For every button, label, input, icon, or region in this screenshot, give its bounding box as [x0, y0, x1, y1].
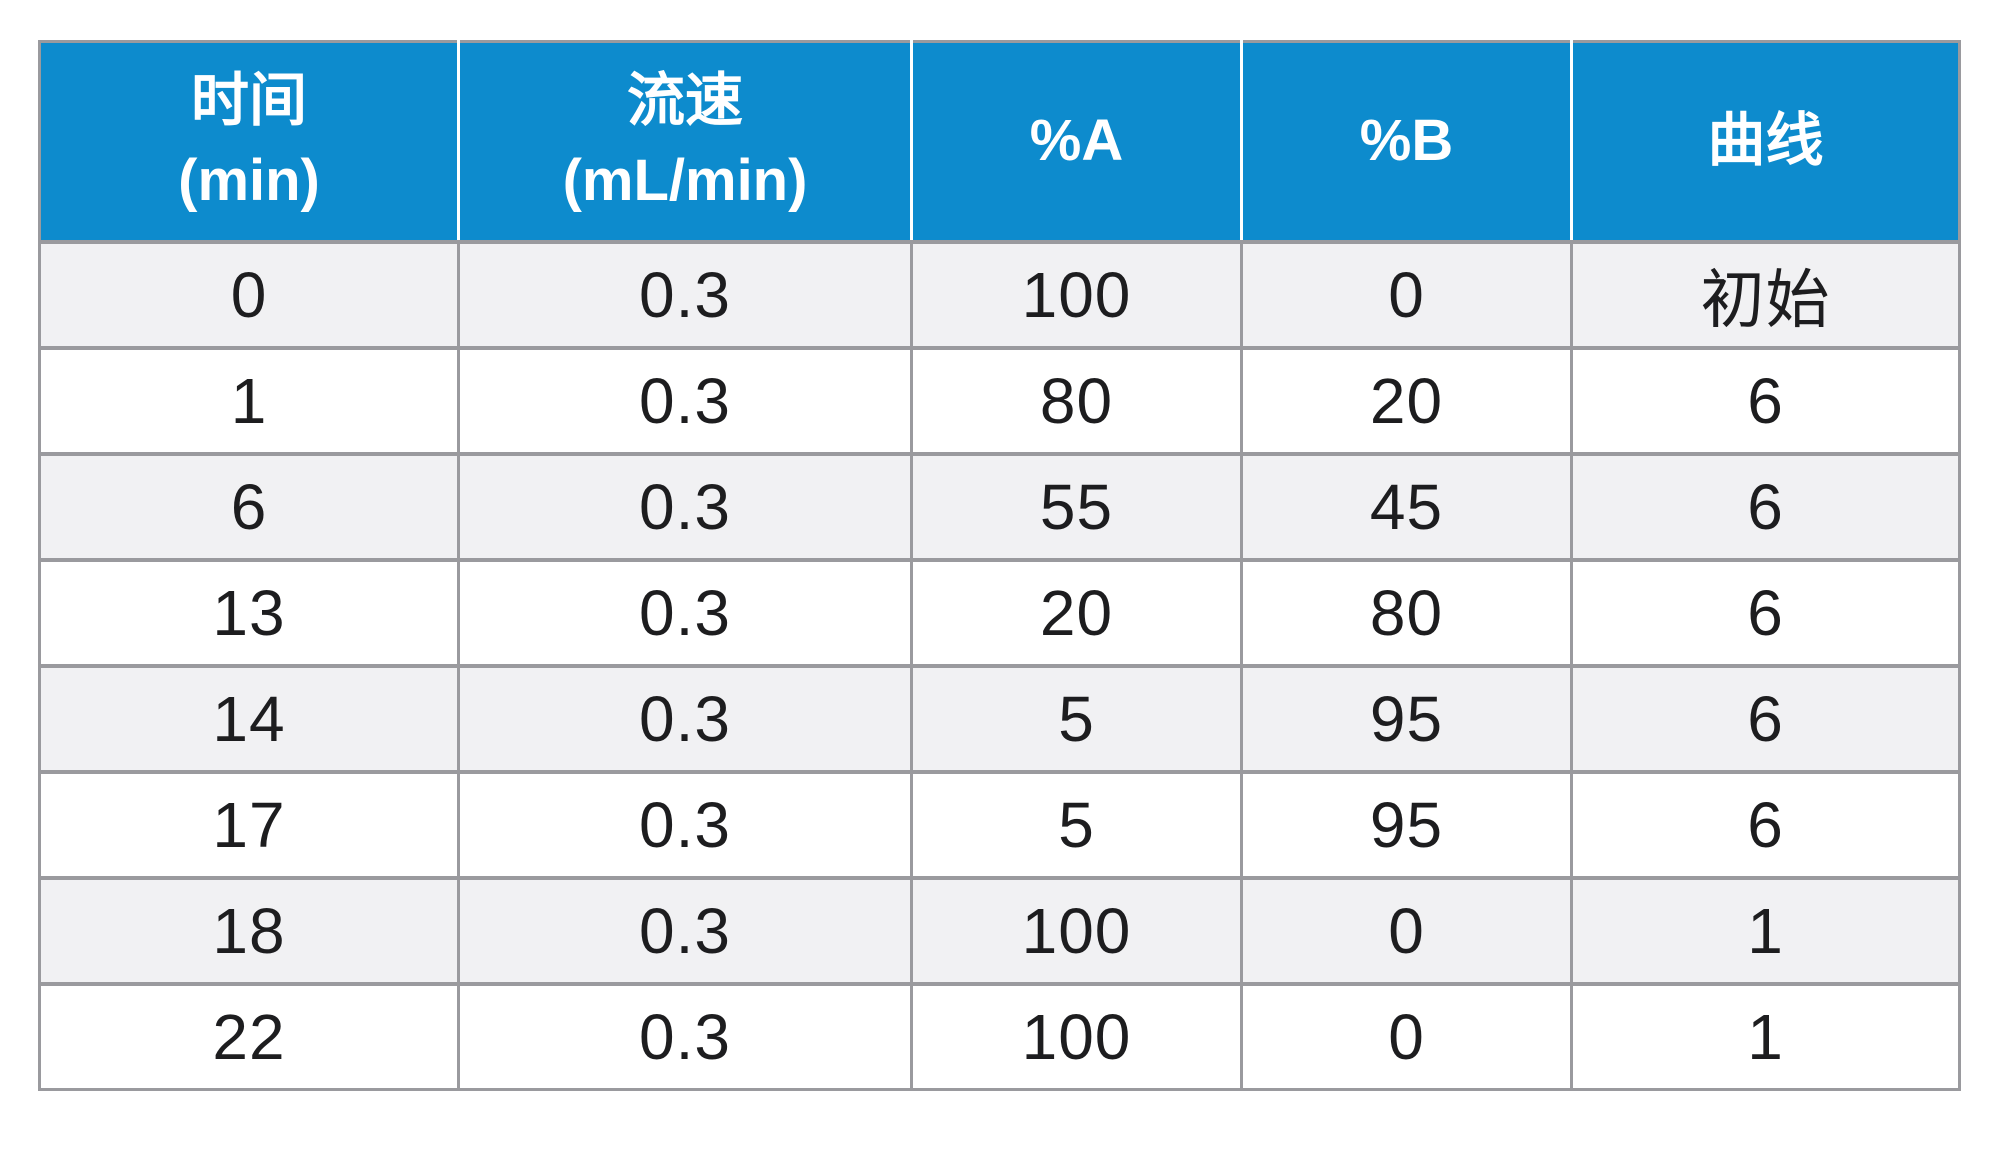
cell-time: 6: [39, 451, 459, 560]
cell-curve: 6: [1570, 451, 1960, 560]
cell-curve: 6: [1570, 557, 1960, 666]
cell-percent-b: 0: [1240, 981, 1572, 1090]
header-flow-rate-label: 流速: [626, 68, 743, 134]
cell-time: 1: [39, 345, 459, 454]
cell-flow-rate: 0.3: [457, 769, 912, 878]
cell-percent-a: 80: [910, 345, 1242, 454]
cell-percent-a: 20: [910, 557, 1242, 666]
table-body: 0 0.3 100 0 初始 1 0.3 80 20 6 6 0.3 55 45…: [39, 241, 1960, 1090]
table-header: 时间 (min) 流速 (mL/min) %A %B 曲线: [39, 41, 1960, 244]
cell-percent-a: 100: [910, 981, 1242, 1090]
cell-percent-a: 100: [910, 241, 1242, 348]
cell-time: 17: [39, 769, 459, 878]
header-cell-flow-rate: 流速 (mL/min): [457, 41, 912, 244]
cell-curve: 1: [1570, 981, 1960, 1090]
cell-percent-b: 95: [1240, 769, 1572, 878]
cell-percent-b: 0: [1240, 875, 1572, 984]
cell-curve: 6: [1570, 663, 1960, 772]
table-row: 18 0.3 100 0 1: [39, 875, 1960, 984]
header-row: 时间 (min) 流速 (mL/min) %A %B 曲线: [39, 41, 1960, 244]
table-row: 17 0.3 5 95 6: [39, 769, 1960, 878]
cell-time: 22: [39, 981, 459, 1090]
cell-flow-rate: 0.3: [457, 875, 912, 984]
cell-flow-rate: 0.3: [457, 345, 912, 454]
header-cell-percent-b: %B: [1240, 41, 1572, 244]
cell-flow-rate: 0.3: [457, 981, 912, 1090]
header-percent-b-label: %B: [1359, 108, 1454, 174]
cell-time: 13: [39, 557, 459, 666]
cell-percent-a: 55: [910, 451, 1242, 560]
header-time-label: 时间: [190, 68, 307, 134]
header-cell-curve: 曲线: [1570, 41, 1960, 244]
header-cell-percent-a: %A: [910, 41, 1242, 244]
cell-percent-a: 5: [910, 769, 1242, 878]
cell-percent-a: 5: [910, 663, 1242, 772]
cell-percent-b: 45: [1240, 451, 1572, 560]
table-row: 0 0.3 100 0 初始: [39, 241, 1960, 348]
cell-flow-rate: 0.3: [457, 663, 912, 772]
header-flow-rate-unit: (mL/min): [562, 148, 808, 214]
cell-percent-b: 80: [1240, 557, 1572, 666]
table-row: 13 0.3 20 80 6: [39, 557, 1960, 666]
cell-curve: 6: [1570, 345, 1960, 454]
cell-time: 0: [230, 258, 268, 331]
table-row: 22 0.3 100 0 1: [39, 981, 1960, 1090]
cell-flow-rate: 0.3: [457, 557, 912, 666]
gradient-table: 时间 (min) 流速 (mL/min) %A %B 曲线: [38, 40, 1961, 1091]
cell-time: 14: [39, 663, 459, 772]
header-time-unit: (min): [178, 148, 320, 214]
header-percent-a-label: %A: [1029, 108, 1124, 174]
cell-flow-rate: 0.3: [457, 451, 912, 560]
table-row: 1 0.3 80 20 6: [39, 345, 1960, 454]
table-row: 6 0.3 55 45 6: [39, 451, 1960, 560]
cell-percent-b: 0: [1240, 241, 1572, 348]
cell-curve: 1: [1570, 875, 1960, 984]
cell-flow-rate: 0.3: [457, 241, 912, 348]
cell-curve: 6: [1570, 769, 1960, 878]
cell-time: 18: [39, 875, 459, 984]
cell-percent-b: 20: [1240, 345, 1572, 454]
cell-percent-b: 95: [1240, 663, 1572, 772]
header-curve-label: 曲线: [1707, 108, 1824, 174]
header-cell-time: 时间 (min): [39, 41, 459, 244]
table-row: 14 0.3 5 95 6: [39, 663, 1960, 772]
cell-curve: 初始: [1570, 241, 1960, 348]
cell-percent-a: 100: [910, 875, 1242, 984]
